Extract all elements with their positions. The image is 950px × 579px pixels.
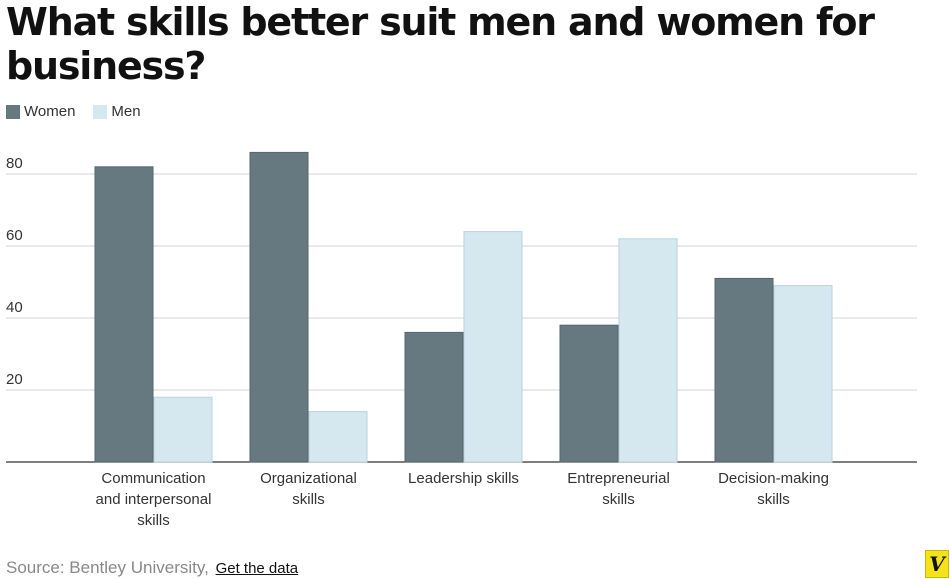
legend-item-women: Women [6,103,75,120]
x-tick-label: skills [292,491,325,508]
bar-men-4 [773,285,833,463]
x-tick-label: skills [602,491,635,508]
x-tick-label: Organizational [260,470,357,487]
legend-label-men: Men [111,103,141,120]
legend-swatch-women [6,104,20,119]
get-the-data-link[interactable]: Get the data [215,560,299,577]
x-tick-label: and interpersonal [96,491,212,508]
bar-women-0 [94,166,154,463]
y-tick-label: 80 [6,155,23,172]
y-tick-label: 60 [6,227,23,244]
bar-men-1 [308,411,368,463]
y-tick-label: 40 [6,299,23,316]
x-tick-label: Entrepreneurial [567,470,670,487]
x-tick-label: Communication [101,470,205,487]
bar-women-2 [404,331,464,463]
y-tick-label: 20 [6,371,23,388]
bar-women-4 [714,277,774,463]
x-tick-label: skills [757,491,790,508]
legend-label-women: Women [24,103,76,120]
category-labels: Communication and interpersonal skills Orga… [96,470,829,529]
x-tick-label: Leadership skills [408,470,519,487]
vox-logo-icon: V [925,550,949,578]
footer: Source: Bentley University, Get the data [6,558,298,578]
legend-item-men: Men [93,103,141,120]
x-tick-label: Decision-making [718,470,829,487]
bar-men-3 [618,238,678,463]
bar-women-3 [559,324,619,463]
bar-women-1 [249,151,309,463]
legend-swatch-men [93,104,108,119]
bar-men-2 [463,231,523,463]
legend: Women Men [6,103,159,120]
bar-men-0 [153,396,213,463]
source-text: Source: Bentley University, [6,558,209,577]
x-tick-label: skills [137,512,170,529]
bars [94,151,833,463]
chart-title: What skills better suit men and women fo… [6,0,875,88]
